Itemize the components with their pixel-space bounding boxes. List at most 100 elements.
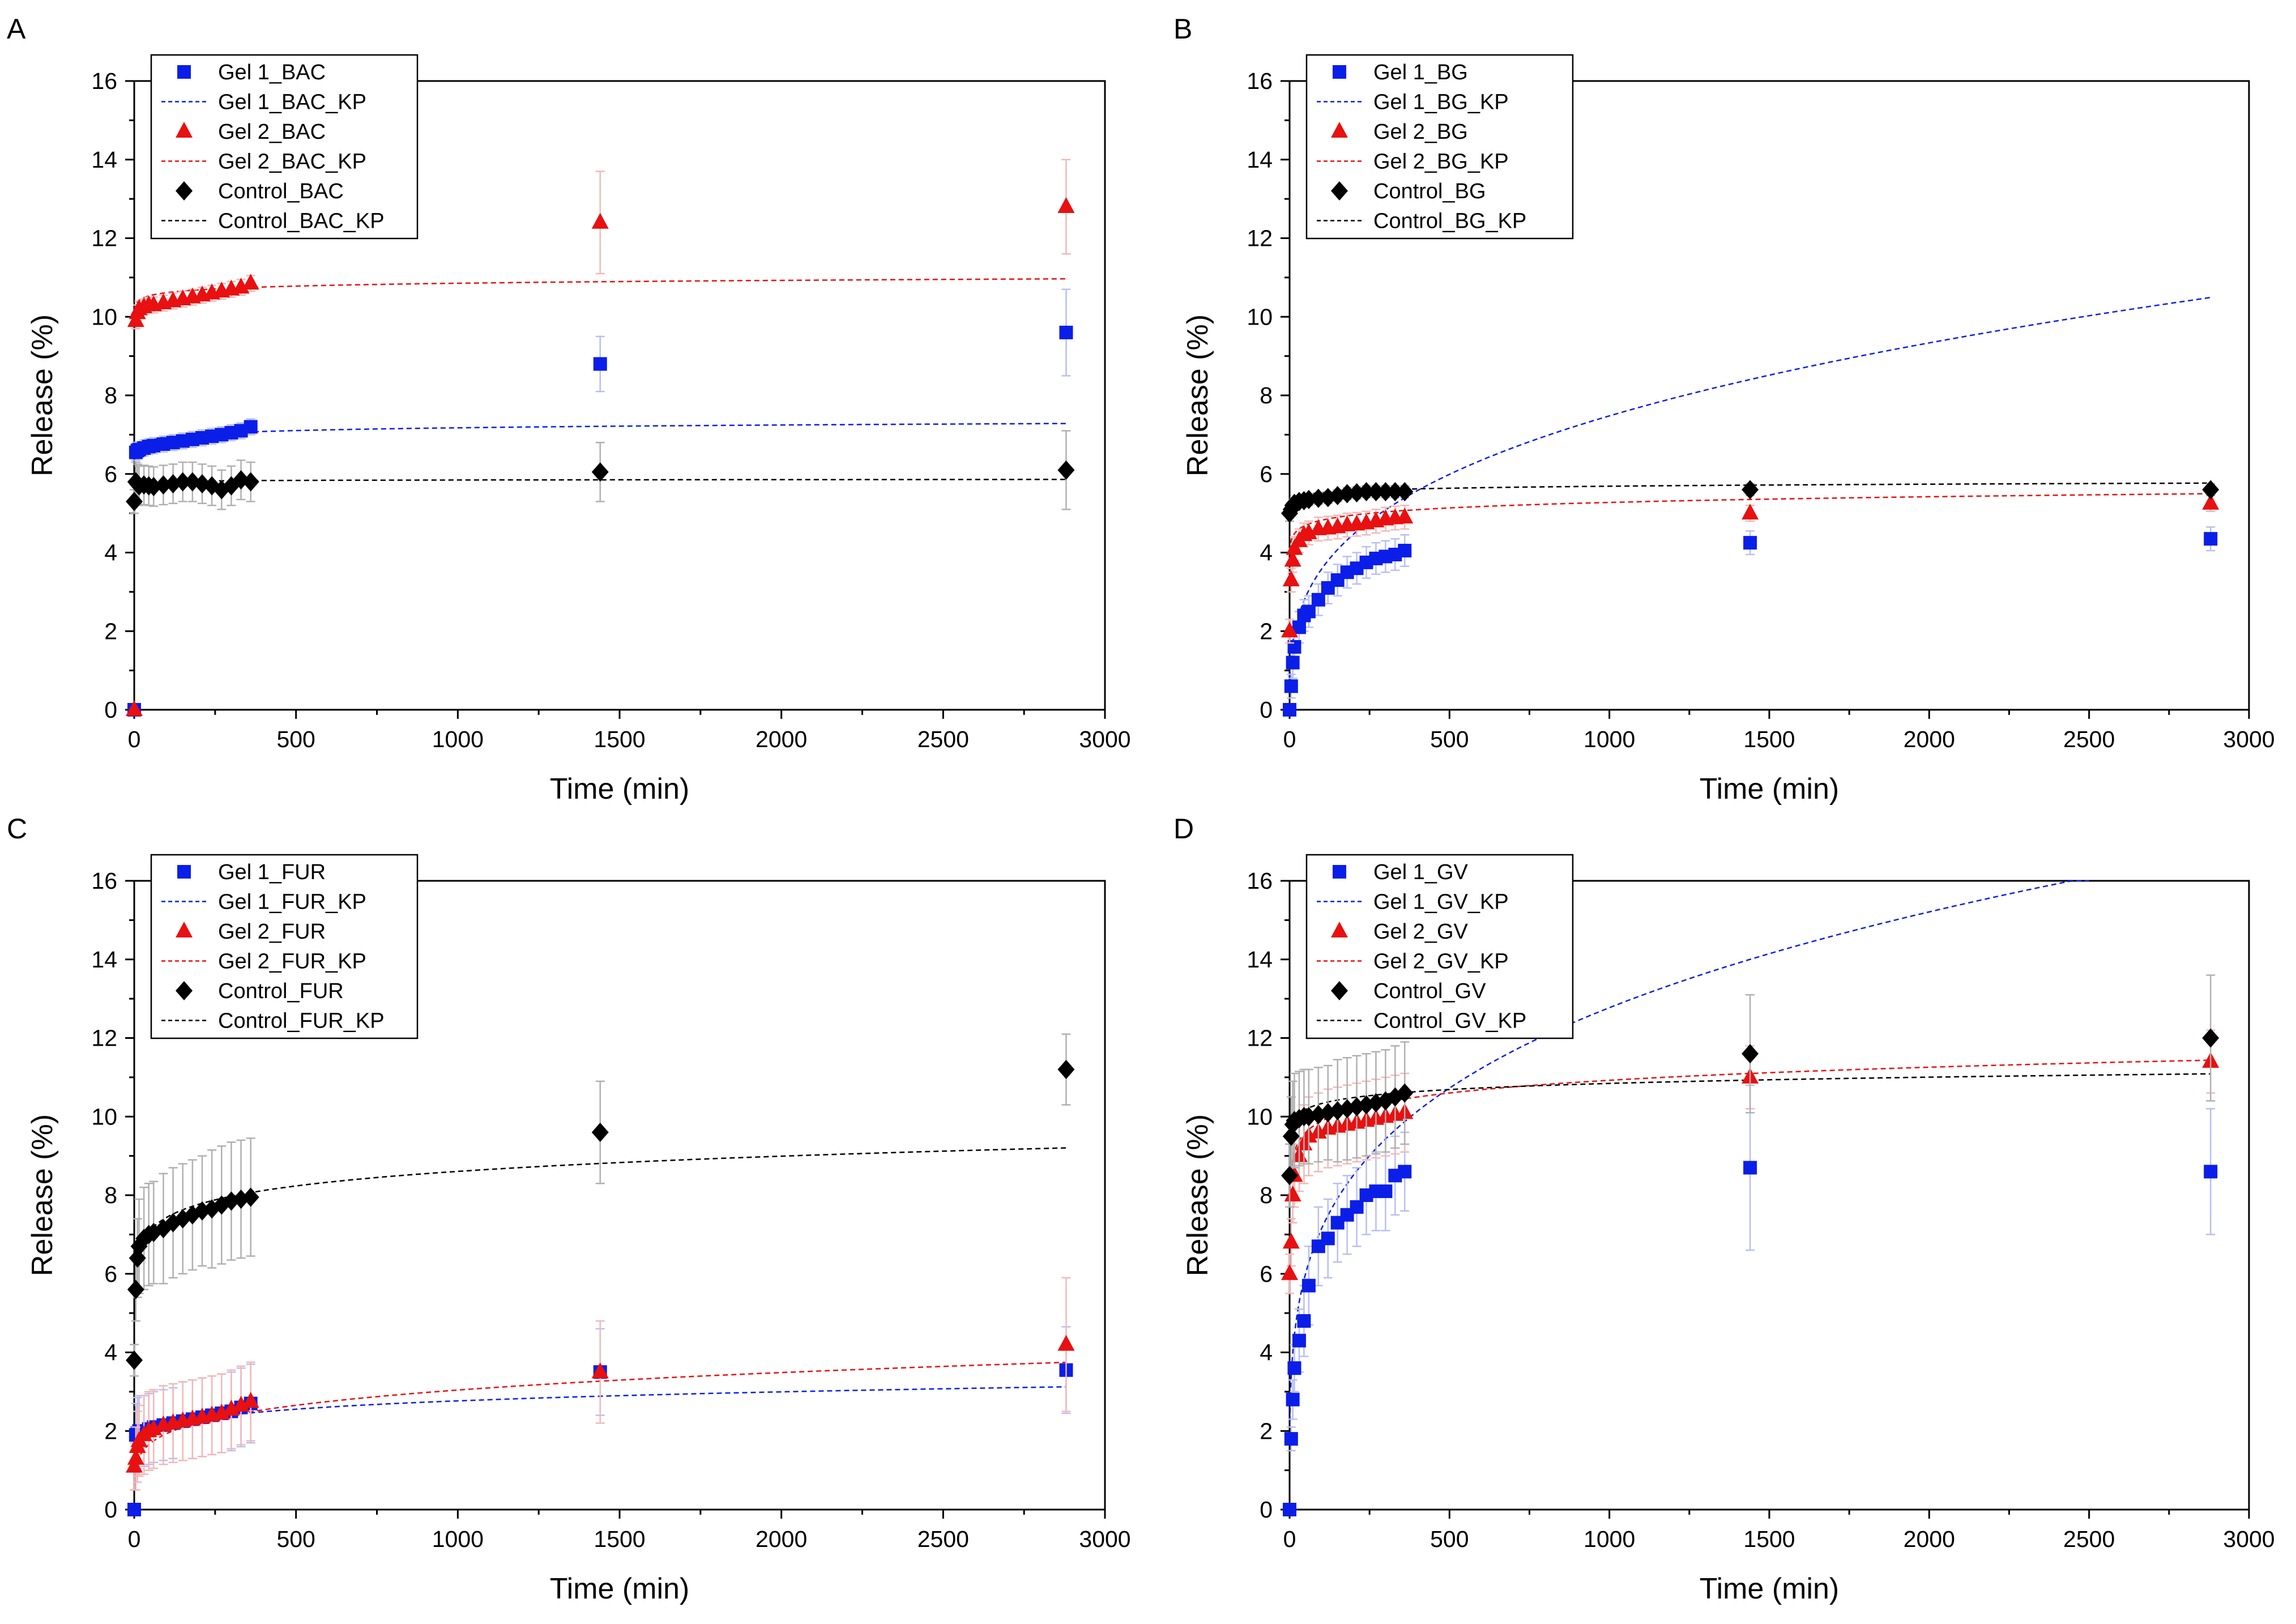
data-point-1	[591, 1362, 609, 1379]
data-point-0	[2204, 1165, 2218, 1179]
y-tick-label: 0	[1260, 697, 1273, 723]
legend-marker	[1331, 981, 1348, 1000]
data-point-2	[1386, 481, 1404, 501]
data-point-0	[1301, 604, 1316, 619]
data-point-1	[1284, 1186, 1301, 1201]
y-tick-label: 2	[1260, 618, 1273, 644]
legend-label: Gel 2_BAC	[218, 120, 326, 144]
legend-label: Gel 1_GV_KP	[1373, 890, 1509, 914]
x-tick-label: 0	[1283, 1526, 1296, 1552]
data-point-2	[2202, 480, 2220, 500]
panel-label: B	[1173, 13, 1192, 45]
data-point-2	[1282, 1126, 1300, 1146]
data-point-2	[126, 1350, 143, 1370]
legend-label: Gel 1_FUR_KP	[218, 890, 366, 914]
y-tick-label: 10	[1247, 1103, 1273, 1129]
x-axis-title: Time (min)	[1700, 773, 1840, 805]
data-point-0	[1398, 1165, 1412, 1179]
y-tick-label: 12	[1247, 225, 1273, 252]
data-point-1	[1057, 1335, 1075, 1351]
y-tick-label: 14	[91, 947, 117, 973]
data-point-0	[1284, 1432, 1298, 1446]
legend-marker	[1331, 122, 1348, 138]
data-point-0	[1321, 1231, 1335, 1246]
data-point-0	[1286, 1392, 1300, 1406]
y-axis-title: Release (%)	[1181, 314, 1214, 476]
data-point-1	[242, 274, 259, 290]
data-point-2	[1309, 488, 1327, 508]
data-point-2	[242, 1187, 259, 1207]
legend-label: Gel 2_BAC_KP	[218, 150, 366, 174]
data-point-1	[1742, 504, 1759, 520]
x-axis-title: Time (min)	[1700, 1572, 1840, 1605]
data-point-2	[2202, 1028, 2220, 1048]
data-point-2	[1348, 483, 1365, 503]
legend: Gel 1_BAC Gel 1_BAC_KP Gel 2_BAC Gel 2_BAC_…	[150, 54, 419, 240]
legend-label: Control_FUR	[218, 979, 344, 1003]
x-axis-title: Time (min)	[550, 773, 690, 805]
y-tick-label: 6	[1260, 1261, 1273, 1287]
legend-box	[150, 54, 419, 240]
x-tick-label: 2000	[756, 1526, 807, 1552]
data-point-2	[1396, 1083, 1414, 1103]
y-tick-label: 16	[1247, 868, 1273, 894]
x-tick-label: 2500	[2063, 1526, 2115, 1552]
y-tick-label: 6	[104, 1261, 117, 1287]
data-point-1	[1396, 508, 1414, 524]
fit-curve-2	[1289, 1073, 2211, 1141]
x-tick-label: 1500	[594, 1526, 645, 1552]
y-tick-label: 16	[1247, 68, 1273, 94]
data-point-0	[1283, 1503, 1296, 1516]
x-tick-label: 500	[1430, 1526, 1469, 1552]
legend: Gel 1_BG Gel 1_BG_KP Gel 2_BG Gel 2_BG_KP Co…	[1305, 54, 1574, 240]
data-point-0	[593, 357, 607, 371]
legend-marker	[1331, 922, 1348, 937]
data-point-2	[591, 462, 609, 482]
legend-marker	[176, 922, 193, 937]
fit-curve-1	[134, 278, 1066, 311]
legend-marker	[1333, 65, 1346, 79]
y-tick-label: 12	[1247, 1025, 1273, 1051]
x-tick-label: 3000	[2223, 726, 2274, 752]
y-tick-label: 16	[91, 868, 117, 894]
y-tick-label: 6	[1260, 461, 1273, 487]
x-axis-title: Time (min)	[550, 1572, 690, 1605]
legend-label: Control_BAC	[218, 180, 344, 203]
legend-label: Gel 1_BAC_KP	[218, 91, 366, 114]
data-point-0	[1743, 1161, 1757, 1175]
x-tick-label: 2500	[917, 1526, 969, 1552]
data-point-0	[1301, 1278, 1316, 1293]
legend-label: Gel 1_BAC	[218, 61, 326, 84]
data-point-2	[591, 1123, 609, 1142]
data-point-1	[127, 1448, 144, 1465]
data-point-2	[1338, 484, 1356, 504]
y-tick-label: 14	[91, 147, 117, 173]
data-point-2	[1281, 1166, 1298, 1186]
data-point-0	[244, 420, 258, 434]
data-point-1	[1284, 551, 1301, 567]
legend-label: Control_FUR_KP	[218, 1009, 385, 1033]
y-tick-label: 2	[104, 1418, 117, 1444]
data-point-2	[126, 492, 143, 512]
data-point-0	[1287, 1361, 1301, 1375]
data-point-2	[174, 472, 191, 492]
y-tick-label: 0	[1260, 1497, 1273, 1523]
y-tick-label: 12	[91, 225, 117, 252]
data-point-2	[1057, 1060, 1075, 1079]
y-tick-label: 14	[1247, 947, 1273, 973]
x-tick-label: 1000	[432, 726, 484, 752]
y-tick-label: 8	[104, 382, 117, 408]
data-point-0	[1286, 655, 1300, 670]
data-point-2	[1377, 481, 1394, 501]
legend-box	[1305, 854, 1574, 1039]
legend-label: Gel 2_BG	[1373, 120, 1468, 144]
y-axis-title: Release (%)	[26, 314, 59, 476]
legend: Gel 1_FUR Gel 1_FUR_KP Gel 2_FUR Gel 2_FUR_…	[150, 854, 419, 1039]
fit-curve-0	[1289, 296, 2211, 678]
legend-label: Gel 1_BG_KP	[1373, 91, 1509, 114]
data-point-1	[126, 700, 143, 716]
fit-curve-1	[134, 1361, 1066, 1479]
y-tick-label: 10	[91, 1103, 117, 1129]
panel-label: C	[7, 813, 27, 845]
data-point-0	[1743, 536, 1757, 550]
